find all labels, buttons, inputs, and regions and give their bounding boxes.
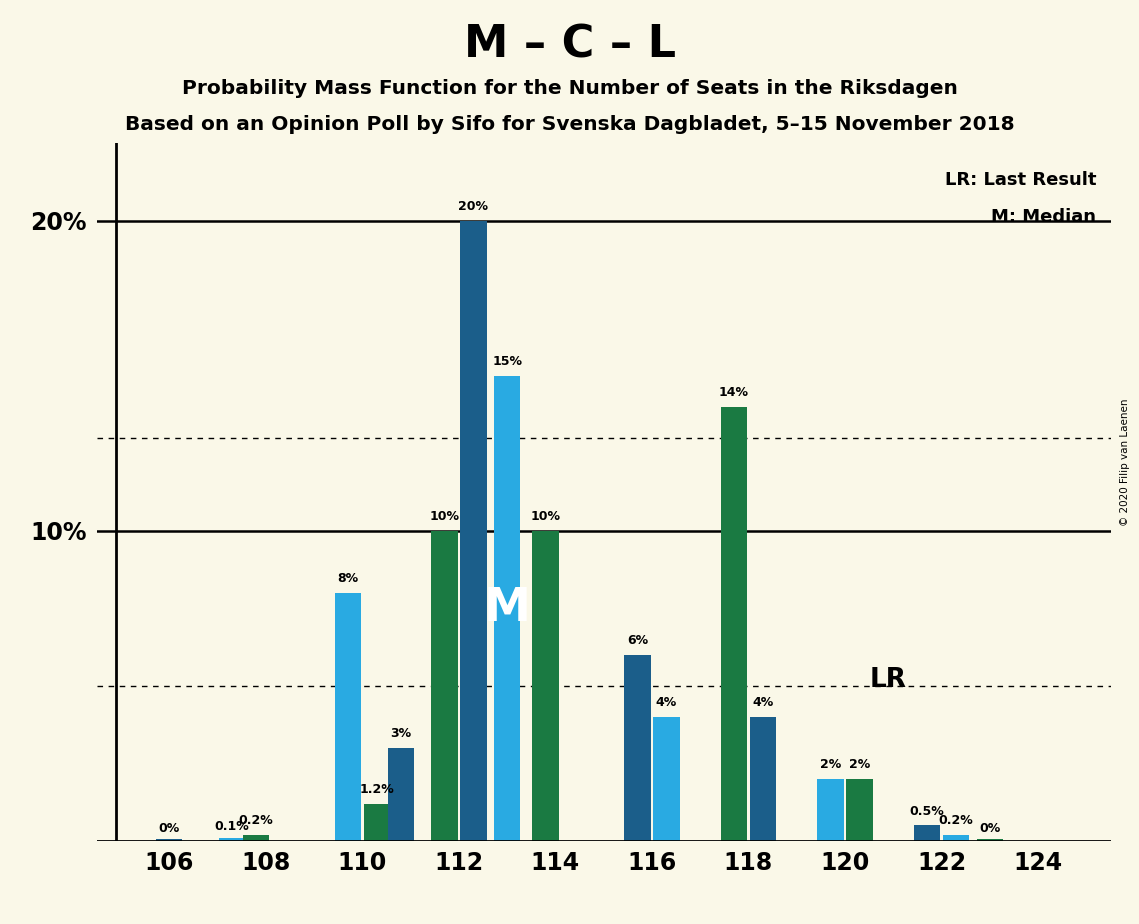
- Bar: [624, 655, 650, 841]
- Text: 8%: 8%: [337, 572, 359, 585]
- Text: M: Median: M: Median: [991, 208, 1096, 226]
- Text: 14%: 14%: [719, 386, 749, 399]
- Bar: [653, 717, 680, 841]
- Bar: [335, 593, 361, 841]
- Text: 0.2%: 0.2%: [239, 814, 273, 827]
- Bar: [243, 834, 270, 841]
- Bar: [431, 530, 458, 841]
- Text: LR: LR: [869, 666, 907, 693]
- Text: 4%: 4%: [656, 696, 677, 709]
- Bar: [387, 748, 415, 841]
- Bar: [721, 407, 747, 841]
- Bar: [532, 530, 559, 841]
- Text: Probability Mass Function for the Number of Seats in the Riksdagen: Probability Mass Function for the Number…: [181, 79, 958, 98]
- Text: 10%: 10%: [531, 510, 560, 523]
- Bar: [913, 825, 941, 841]
- Text: 15%: 15%: [492, 355, 522, 368]
- Bar: [976, 839, 1003, 841]
- Bar: [156, 839, 182, 841]
- Text: 0.2%: 0.2%: [939, 814, 974, 827]
- Text: LR: Last Result: LR: Last Result: [944, 171, 1096, 189]
- Text: 2%: 2%: [820, 758, 842, 771]
- Text: M – C – L: M – C – L: [464, 23, 675, 67]
- Text: 0.1%: 0.1%: [214, 821, 249, 833]
- Text: 0.5%: 0.5%: [910, 805, 944, 818]
- Bar: [494, 376, 521, 841]
- Bar: [846, 779, 872, 841]
- Text: Based on an Opinion Poll by Sifo for Svenska Dagbladet, 5–15 November 2018: Based on an Opinion Poll by Sifo for Sve…: [124, 116, 1015, 135]
- Text: 2%: 2%: [849, 758, 870, 771]
- Text: 0%: 0%: [158, 821, 180, 834]
- Text: © 2020 Filip van Laenen: © 2020 Filip van Laenen: [1121, 398, 1130, 526]
- Bar: [749, 717, 777, 841]
- Bar: [363, 804, 390, 841]
- Text: 3%: 3%: [391, 727, 411, 740]
- Text: 0%: 0%: [980, 821, 1000, 834]
- Bar: [460, 221, 486, 841]
- Text: 20%: 20%: [458, 200, 489, 213]
- Text: 1.2%: 1.2%: [360, 783, 394, 796]
- Text: M: M: [484, 586, 531, 631]
- Bar: [219, 838, 245, 841]
- Bar: [818, 779, 844, 841]
- Bar: [943, 834, 969, 841]
- Text: 10%: 10%: [429, 510, 459, 523]
- Text: 4%: 4%: [753, 696, 773, 709]
- Text: 6%: 6%: [626, 634, 648, 647]
